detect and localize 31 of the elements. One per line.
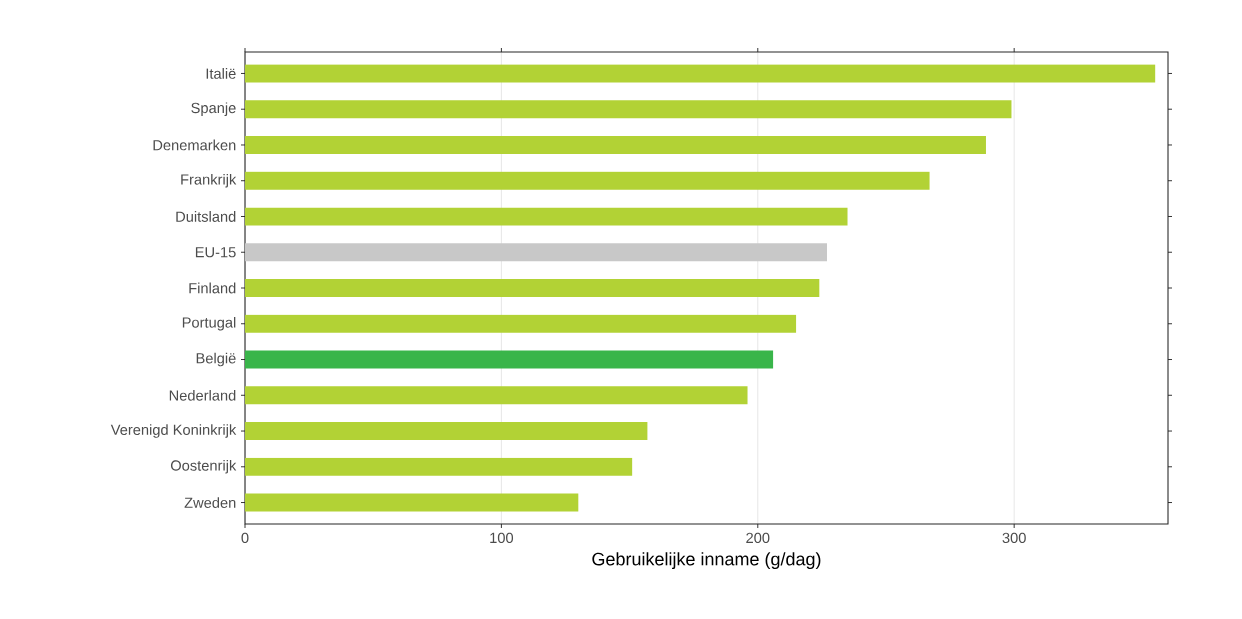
- bar: [245, 64, 1156, 83]
- bar: [245, 386, 748, 405]
- y-tick-label: Denemarken: [153, 139, 236, 151]
- bar: [245, 207, 848, 226]
- bar: [245, 279, 820, 297]
- y-tick-label: Zweden: [184, 497, 236, 508]
- y-tick-label: Duitsland: [176, 211, 236, 222]
- bar: [245, 171, 930, 190]
- y-tick-label: Verenigd Koninkrijk: [110, 424, 237, 438]
- bar: [245, 135, 986, 154]
- y-tick-label: Spanje: [191, 102, 236, 117]
- x-axis-title: Gebruikelijke inname (g/dag): [592, 552, 821, 570]
- y-tick-label: EU-15: [195, 247, 236, 258]
- x-tick-label: 100: [490, 532, 514, 544]
- y-tick-label: Nederland: [169, 389, 236, 401]
- x-tick-label: 0: [241, 532, 249, 544]
- bar: [245, 100, 1012, 119]
- bar: [245, 243, 828, 262]
- y-tick-label: Frankrijk: [181, 173, 237, 188]
- bar: [245, 493, 579, 512]
- bar: [245, 350, 774, 369]
- y-tick-label: België: [196, 352, 236, 367]
- y-tick-label: Italië: [206, 68, 236, 79]
- y-tick-label: Finland: [189, 282, 236, 294]
- y-tick-label: Portugal: [182, 316, 236, 331]
- bar: [245, 422, 648, 441]
- x-tick-label: 300: [1002, 532, 1026, 544]
- y-tick-label: Oostenrijk: [170, 459, 237, 474]
- bar: [245, 457, 633, 476]
- x-tick-label: 200: [746, 532, 770, 544]
- bar: [245, 314, 797, 333]
